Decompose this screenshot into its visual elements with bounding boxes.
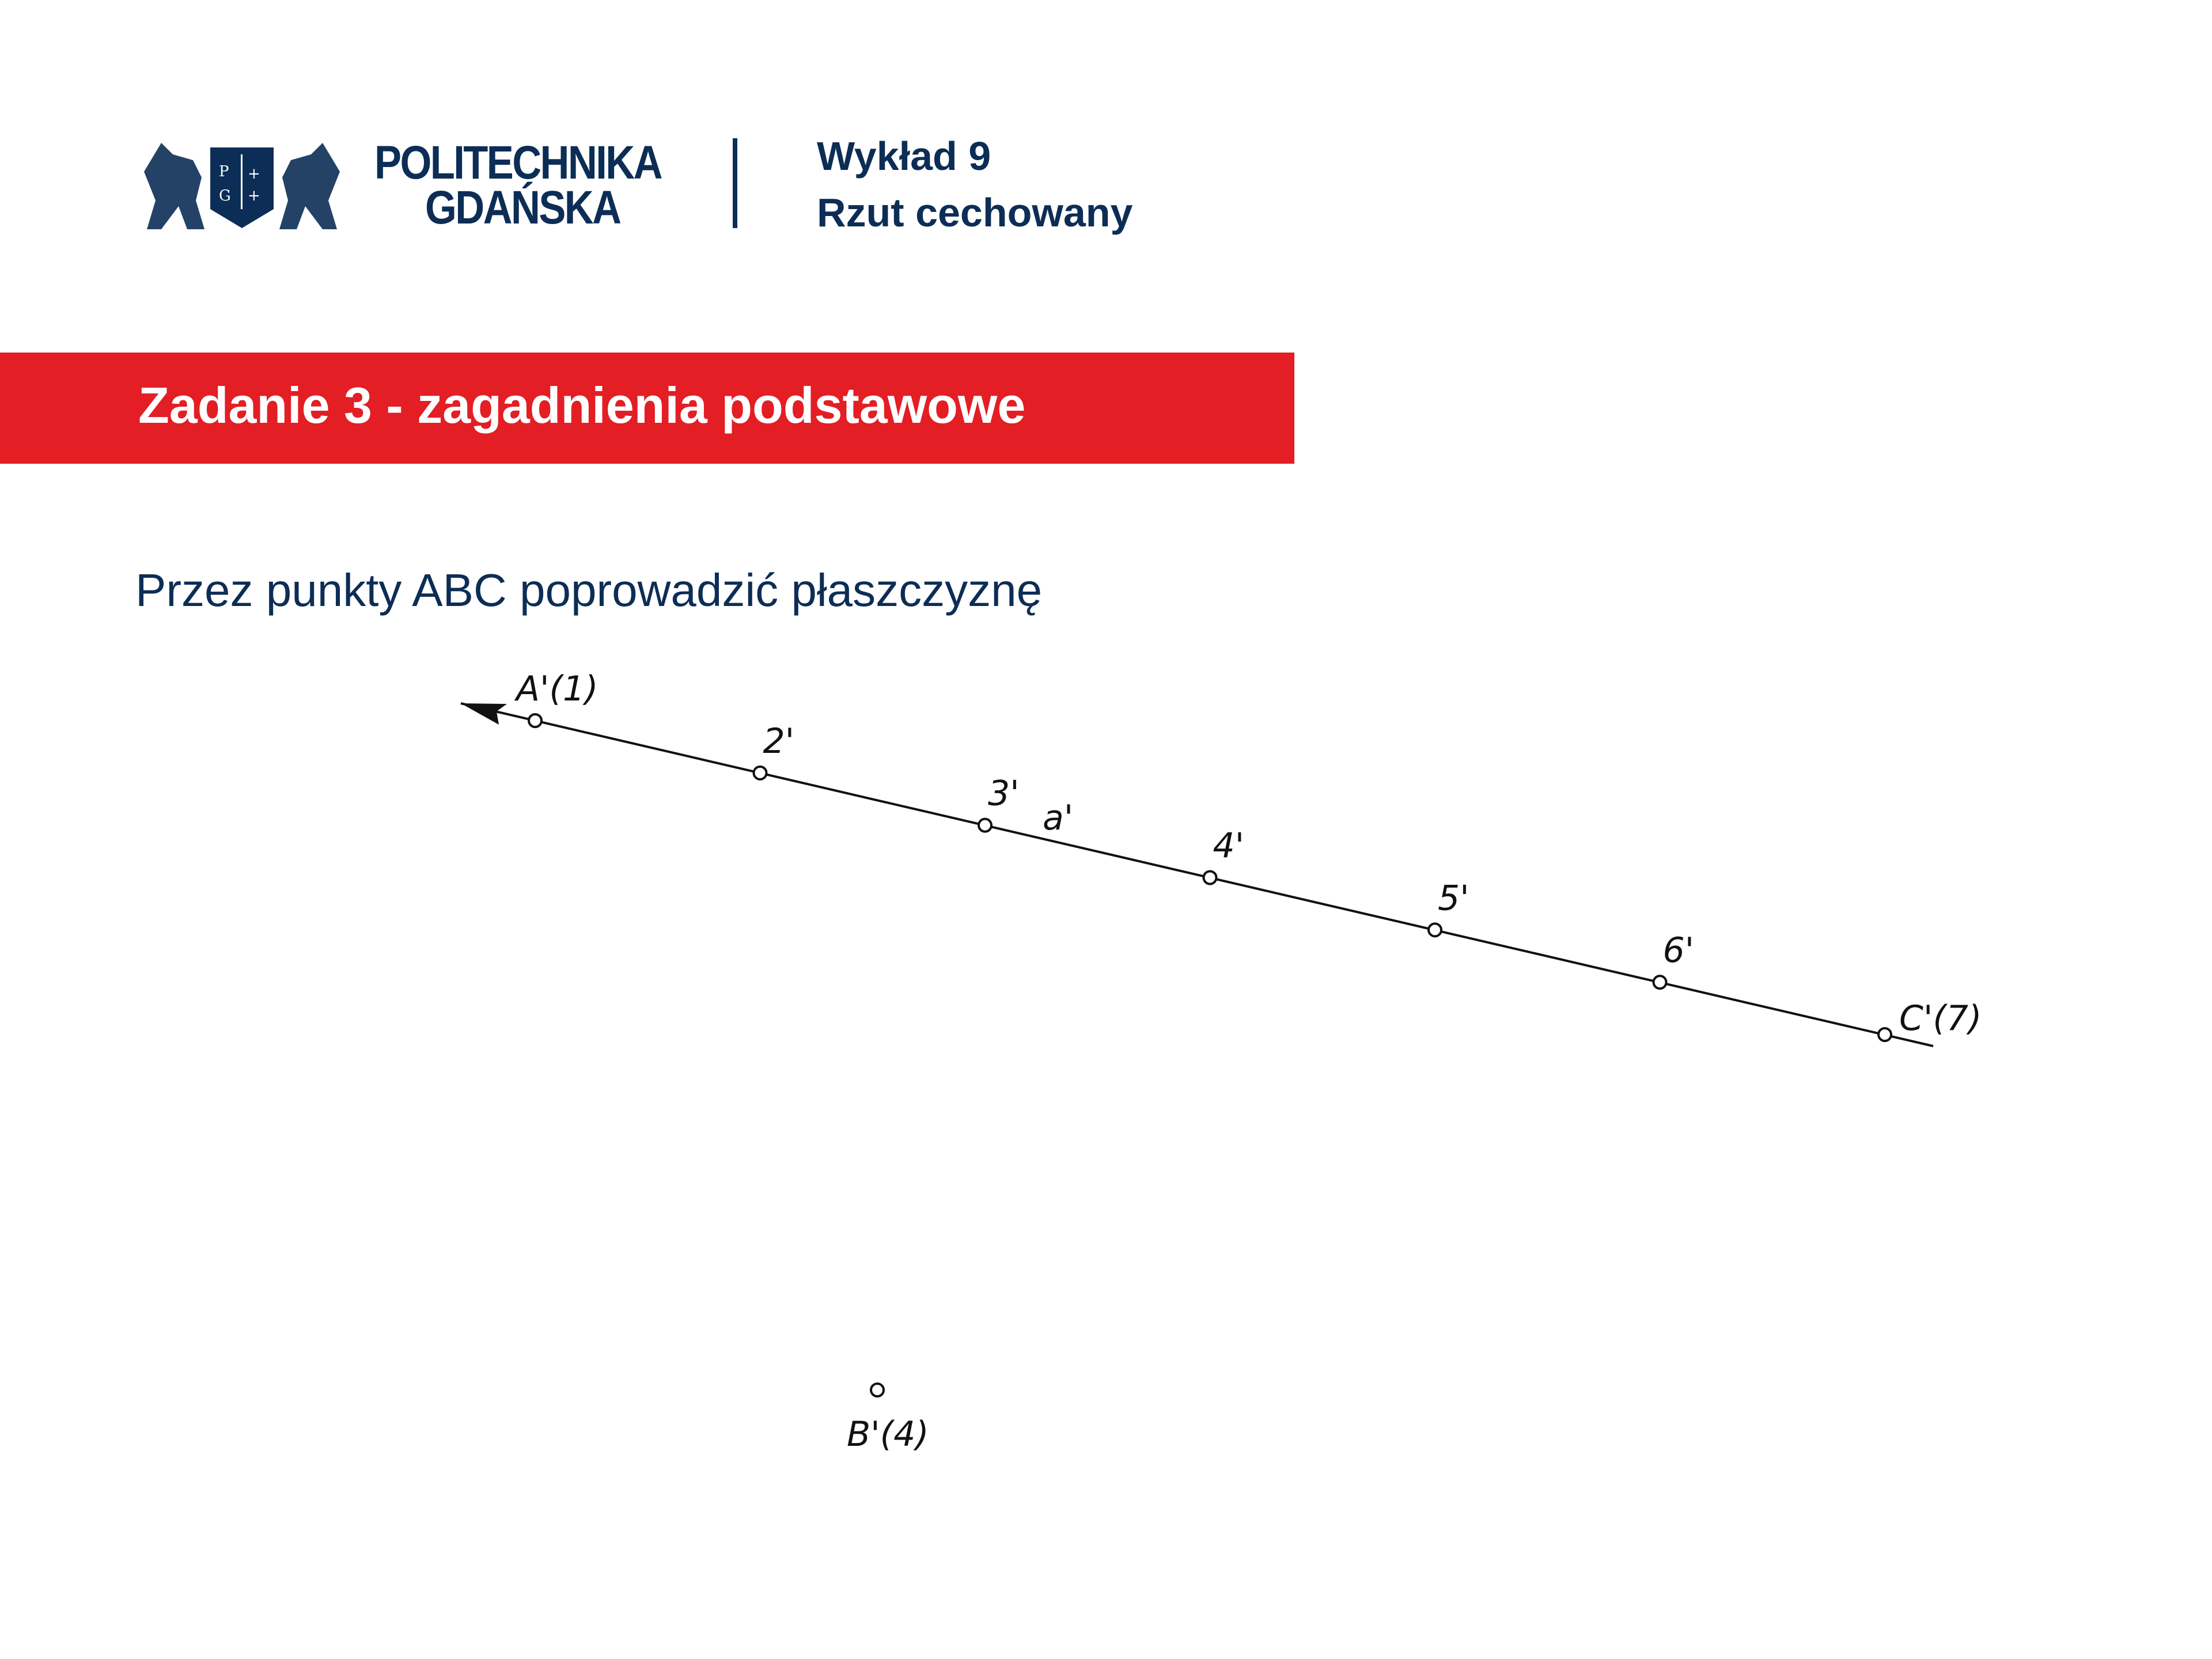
line-point	[1202, 870, 1218, 885]
svg-text:+: +	[248, 165, 260, 183]
slide-title: Zadanie 3 - zagadnienia podstawowe	[138, 377, 1026, 434]
title-banner	[0, 353, 1294, 464]
line-point	[1877, 1027, 1892, 1042]
line-point	[752, 765, 768, 781]
label-point-b: B'(4)	[847, 1414, 929, 1455]
line-a-projection	[460, 702, 1934, 1047]
line-point	[978, 817, 993, 833]
line-point-label: 6'	[1663, 930, 1695, 971]
line-point-label: 5'	[1438, 878, 1469, 918]
task-instruction: Przez punkty ABC poprowadzić płaszczyznę	[135, 565, 1043, 616]
arrow-head-icon	[461, 703, 507, 725]
line-point-label: C'(7)	[1899, 998, 1982, 1039]
line-point-label: A'(1)	[514, 669, 599, 709]
svg-text:G: G	[219, 187, 231, 204]
line-point	[1652, 975, 1668, 990]
line-point-label: 4'	[1213, 826, 1245, 866]
header-divider	[733, 138, 737, 228]
lecture-title: Rzut cechowany	[817, 190, 1133, 235]
university-name-line1: POLITECHNIKA	[374, 137, 663, 189]
svg-text:P: P	[219, 163, 229, 180]
line-point	[1427, 922, 1442, 938]
line-point-label: 3'	[988, 774, 1020, 814]
university-crest-logo: PG + +	[144, 143, 340, 229]
line-point-label: 2'	[763, 721, 795, 762]
university-name-line2: GDAŃSKA	[425, 181, 622, 234]
label-line-a: a'	[1043, 798, 1073, 838]
point-b	[870, 1382, 885, 1397]
lecture-number: Wykład 9	[817, 134, 991, 179]
svg-text:+: +	[248, 187, 260, 204]
line-point	[528, 713, 543, 728]
